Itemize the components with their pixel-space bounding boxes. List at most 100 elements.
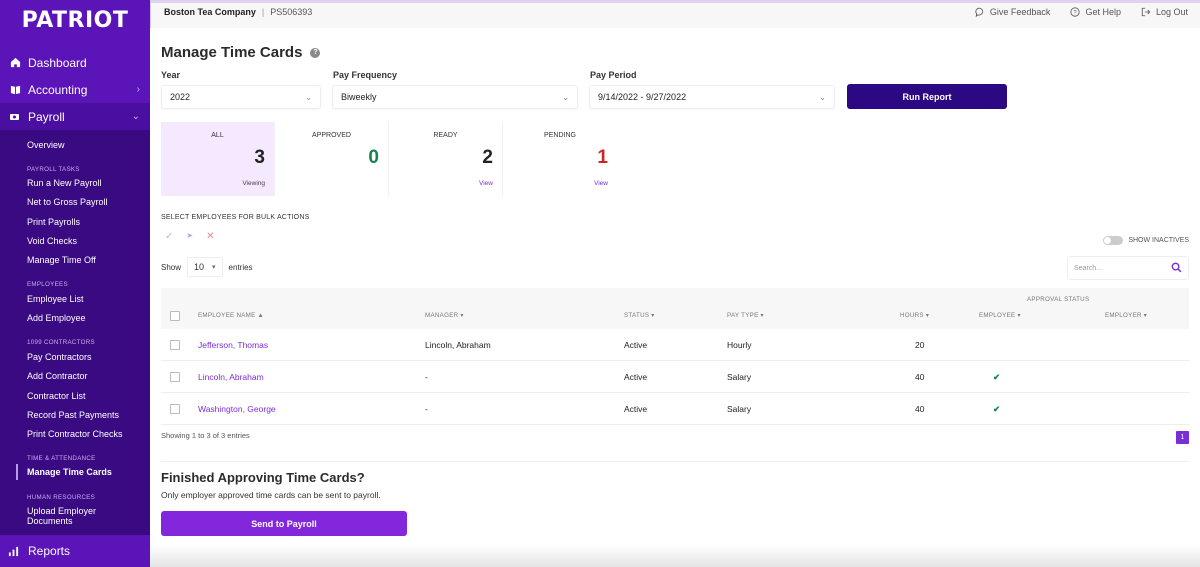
get-help-link[interactable]: ? Get Help	[1070, 7, 1121, 17]
col-employee-name[interactable]: EMPLOYEE NAME ▲	[198, 312, 264, 319]
sidebar-sub-employee-list[interactable]: Employee List	[27, 294, 84, 304]
time-cards-table: APPROVAL STATUS EMPLOYEE NAME ▲ MANAGER …	[161, 288, 1189, 425]
chevron-down-icon: ⌄	[562, 92, 569, 102]
sidebar-sub-add-contractor[interactable]: Add Contractor	[27, 371, 88, 381]
entries-select[interactable]: 10 ▾	[187, 257, 223, 277]
col-manager[interactable]: MANAGER ▾	[425, 312, 464, 319]
get-help-label: Get Help	[1085, 7, 1121, 17]
year-select[interactable]: 2022 ⌄	[161, 85, 321, 109]
table-info: Showing 1 to 3 of 3 entries	[161, 431, 250, 440]
card-status: Viewing	[242, 180, 265, 187]
search-input[interactable]: Search...	[1067, 256, 1189, 280]
chevron-down-icon: ⌄	[131, 111, 140, 122]
log-out-link[interactable]: Log Out	[1141, 7, 1188, 17]
pay-period-value: 9/14/2022 - 9/27/2022	[598, 92, 687, 102]
col-status[interactable]: STATUS ▾	[624, 312, 655, 319]
run-report-button[interactable]: Run Report	[847, 84, 1007, 109]
chevron-down-icon: ⌄	[305, 92, 312, 102]
summary-card-all[interactable]: ALL 3 Viewing	[161, 122, 275, 196]
sidebar-sub-add-employee[interactable]: Add Employee	[27, 313, 86, 323]
top-links: Give Feedback ? Get Help Log Out	[975, 7, 1188, 17]
bulk-actions-label: SELECT EMPLOYEES FOR BULK ACTIONS	[161, 214, 310, 221]
pay-type-cell: Hourly	[727, 340, 752, 350]
sidebar-item-reports[interactable]: Reports	[0, 535, 150, 567]
card-label: READY	[433, 132, 458, 139]
finish-description: Only employer approved time cards can be…	[161, 490, 381, 500]
sidebar-sub-upload-employer-documents[interactable]: Upload Employer Documents	[27, 506, 96, 526]
sidebar-sub-print-payrolls[interactable]: Print Payrolls	[27, 217, 81, 227]
show-inactives: SHOW INACTIVES	[1103, 236, 1189, 245]
pagination-page-1[interactable]: 1	[1176, 431, 1189, 444]
chevron-right-icon: ›	[136, 84, 140, 95]
home-icon	[8, 57, 22, 69]
sidebar-sub-net-to-gross[interactable]: Net to Gross Payroll	[27, 197, 108, 207]
window-bottom-shadow	[150, 545, 1200, 567]
approval-status-header: APPROVAL STATUS	[1027, 296, 1090, 303]
company-name: Boston Tea Company	[164, 7, 256, 17]
money-icon	[8, 111, 22, 123]
patriot-logo[interactable]: PATRIOT	[21, 8, 129, 33]
log-out-label: Log Out	[1155, 7, 1188, 17]
sidebar-sub-print-contractor-checks[interactable]: Print Contractor Checks	[27, 429, 123, 439]
sidebar-sub-void-checks[interactable]: Void Checks	[27, 236, 78, 246]
give-feedback-link[interactable]: Give Feedback	[975, 7, 1051, 17]
row-checkbox[interactable]	[170, 404, 180, 414]
row-checkbox[interactable]	[170, 372, 180, 382]
sidebar-item-label: Accounting	[28, 82, 88, 97]
col-pay-type[interactable]: PAY TYPE ▾	[727, 312, 764, 319]
col-employer-approval[interactable]: EMPLOYER ▾	[1105, 312, 1148, 319]
view-link[interactable]: View	[594, 180, 608, 187]
divider	[161, 461, 1189, 462]
sidebar-sub-contractor-list[interactable]: Contractor List	[27, 391, 86, 401]
table-row: Jefferson, Thomas Lincoln, Abraham Activ…	[161, 329, 1189, 361]
sidebar-sub-pay-contractors[interactable]: Pay Contractors	[27, 352, 92, 362]
table-header: APPROVAL STATUS EMPLOYEE NAME ▲ MANAGER …	[161, 288, 1189, 329]
logout-icon	[1141, 7, 1151, 17]
card-label: PENDING	[544, 132, 576, 139]
col-hours[interactable]: HOURS ▾	[900, 312, 930, 319]
search-icon[interactable]	[1171, 262, 1182, 275]
reject-icon[interactable]: ✕	[206, 231, 215, 242]
sidebar-sub-overview[interactable]: Overview	[27, 140, 65, 150]
entries-suffix: entries	[228, 262, 253, 272]
card-label: APPROVED	[312, 132, 351, 139]
give-feedback-label: Give Feedback	[989, 7, 1051, 17]
employee-name-link[interactable]: Lincoln, Abraham	[198, 372, 264, 382]
hours-cell: 40	[915, 404, 925, 414]
entries-length: Show 10 ▾ entries	[161, 257, 253, 277]
sidebar-sub-label-line2: Documents	[27, 516, 73, 526]
manager-cell: Lincoln, Abraham	[425, 340, 491, 350]
pay-frequency-select[interactable]: Biweekly ⌄	[332, 85, 578, 109]
entries-value: 10	[194, 262, 205, 272]
card-count: 0	[368, 147, 379, 168]
summary-card-pending[interactable]: PENDING 1 View	[503, 122, 617, 196]
card-count: 1	[597, 147, 608, 168]
sidebar-sub-run-new-payroll[interactable]: Run a New Payroll	[27, 178, 102, 188]
pay-frequency-label: Pay Frequency	[333, 70, 398, 80]
summary-card-ready[interactable]: READY 2 View	[389, 122, 503, 196]
help-icon[interactable]: ?	[310, 47, 321, 58]
employee-name-link[interactable]: Jefferson, Thomas	[198, 340, 269, 350]
sidebar-sub-manage-time-cards[interactable]: Manage Time Cards	[27, 467, 112, 477]
show-inactives-toggle[interactable]	[1103, 236, 1124, 245]
sidebar: PATRIOT Dashboard Accounting › Payroll ⌄…	[0, 0, 150, 567]
row-checkbox[interactable]	[170, 340, 180, 350]
sidebar-sub-manage-time-off[interactable]: Manage Time Off	[27, 255, 96, 265]
help-icon: ?	[1070, 7, 1081, 17]
send-icon[interactable]: ➤	[186, 231, 194, 240]
approve-icon[interactable]: ✓	[165, 231, 174, 242]
view-link[interactable]: View	[479, 180, 493, 187]
send-to-payroll-button[interactable]: Send to Payroll	[161, 511, 407, 536]
select-all-checkbox[interactable]	[170, 311, 180, 321]
sidebar-item-accounting[interactable]: Accounting ›	[0, 76, 150, 103]
separator: |	[261, 7, 265, 17]
sidebar-item-dashboard[interactable]: Dashboard	[0, 49, 150, 76]
summary-card-approved[interactable]: APPROVED 0	[275, 122, 389, 196]
pay-period-select[interactable]: 9/14/2022 - 9/27/2022 ⌄	[589, 85, 835, 109]
sidebar-top: PATRIOT	[0, 0, 150, 105]
col-employee-approval[interactable]: EMPLOYEE ▾	[979, 312, 1021, 319]
sidebar-sub-record-past-payments[interactable]: Record Past Payments	[27, 410, 120, 420]
sidebar-item-payroll[interactable]: Payroll ⌄	[0, 103, 150, 130]
company-info: Boston Tea Company | PS506393	[164, 7, 312, 17]
employee-name-link[interactable]: Washington, George	[198, 404, 276, 414]
